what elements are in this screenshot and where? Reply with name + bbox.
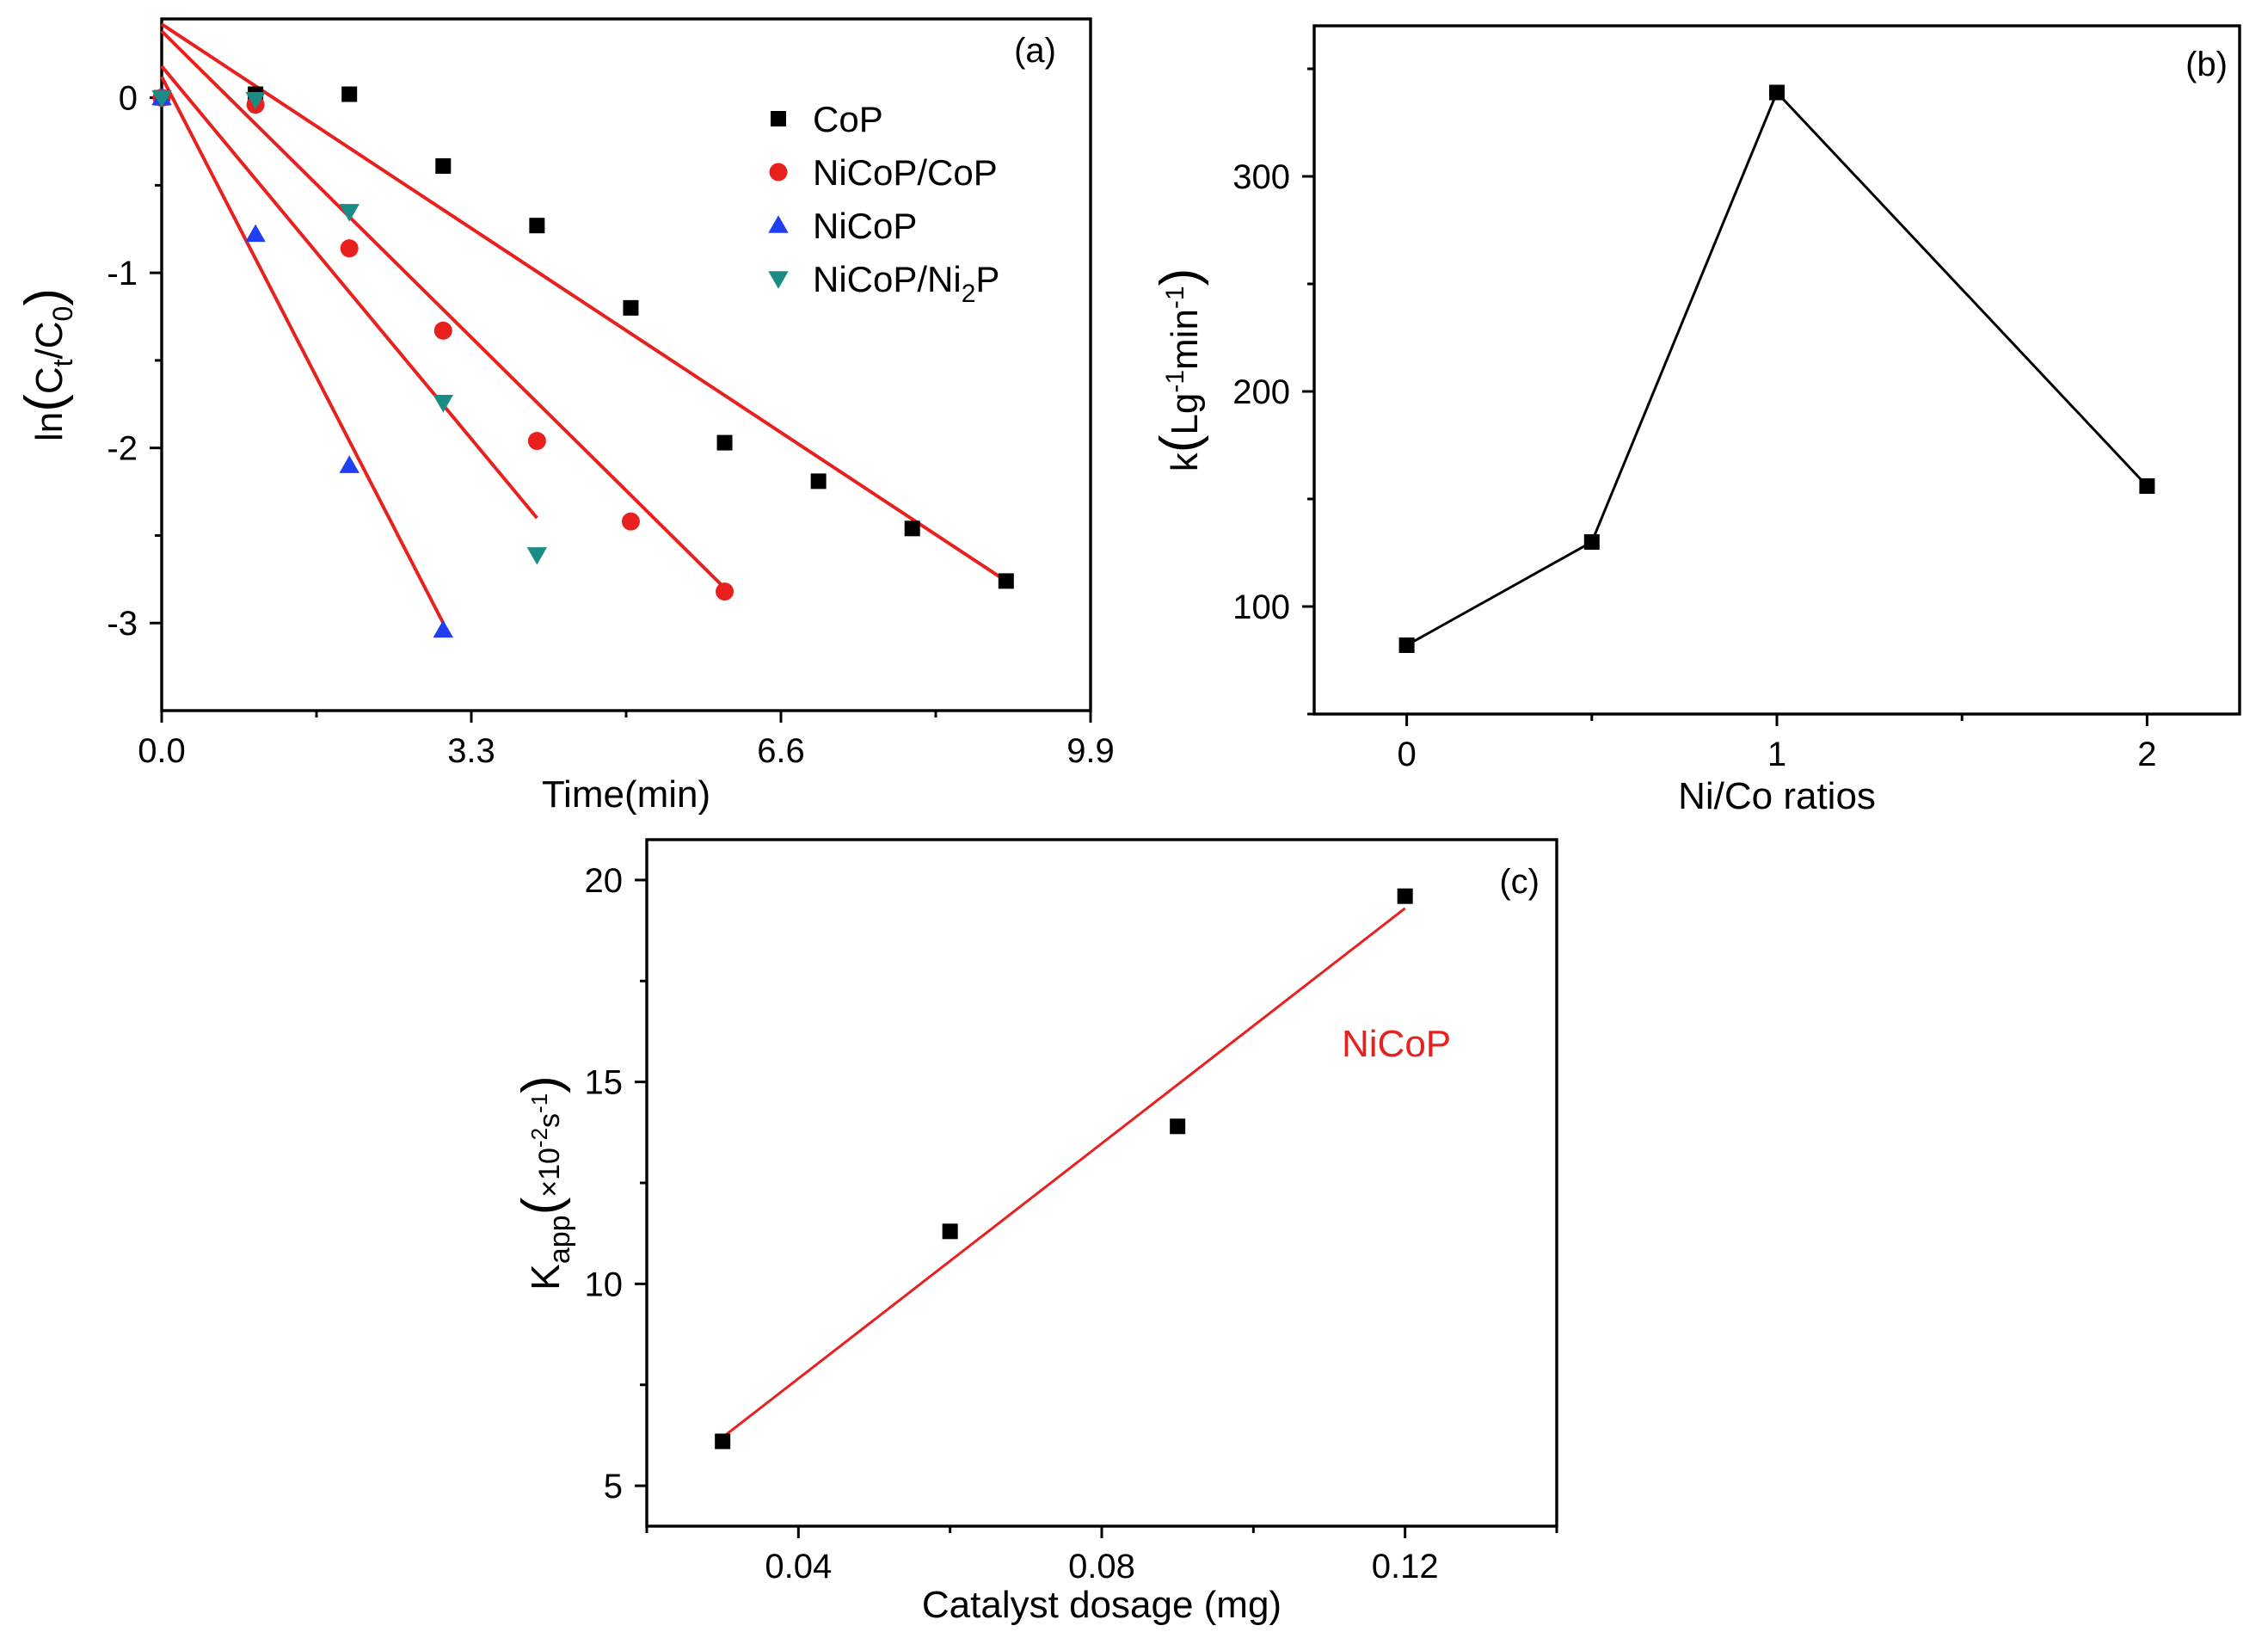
data-point-cop [623,299,639,316]
x-tick-label-b: 0 [1397,736,1416,773]
panel-label-a: (a) [1014,32,1056,70]
data-point-nicop [339,455,360,473]
y-tick-label-b: 200 [1232,373,1290,411]
x-tick-label-c: 0.08 [1068,1548,1135,1586]
plot-frame-a [160,17,1092,712]
chart-panel-c: 0.04 0.08 0.12 5 10 15 20 (c) NiCoP Catalyst dosa… [512,838,1558,1626]
y-tick-label-c: 10 [585,1265,624,1303]
legend-label-cop: CoP [813,99,883,139]
y-tick-label-b: 300 [1232,158,1290,196]
legend-label-nicop: NiCoP [813,206,917,246]
data-point-nicop-ni2p [245,91,266,110]
x-axis-label-c: Catalyst dosage (mg) [922,1584,1282,1626]
data-point-nicop-ni2p [151,89,172,108]
chart-panel-b: 0 1 2 100 200 300 (b) Ni/Co ratios k(Lg-1min-1) [1150,24,2241,817]
x-axis-label-b: Ni/Co ratios [1678,775,1876,817]
fit-line-nicop-ni2p [160,65,538,520]
data-point-k [2139,478,2155,494]
fit-line-nicop-cop [160,29,726,589]
y-axis-label-c: Kapp(×10-2s-1) [512,1075,576,1290]
x-tick-label-a: 6.6 [757,732,805,770]
x-tick-label-b: 2 [2137,736,2156,773]
data-point-cop [341,86,358,102]
y-tick-label-c: 20 [585,862,624,900]
data-point-k [1769,84,1785,101]
data-point-k [1583,534,1600,550]
y-tick-label-c: 5 [604,1468,623,1506]
data-point-nicop [942,1223,958,1240]
y-tick-label-b: 100 [1232,588,1290,626]
data-point-cop [529,218,545,234]
legend-label-nicop-ni2p: NiCoP/Ni2P [813,259,999,308]
data-point-nicop [715,1433,731,1450]
fit-line-nicop [160,76,446,625]
plot-frame-b [1312,24,2241,716]
x-axis-label-a: Time(min) [542,773,710,816]
y-tick-label-a: 0 [119,80,138,118]
data-point-nicop-cop [621,512,640,531]
y-tick-label-a: -1 [107,255,138,292]
y-tick-label-a: -3 [107,605,138,643]
plot-frame-c [645,838,1558,1528]
data-point-nicop-cop [527,432,546,451]
y-tick-label-a: -2 [107,430,138,468]
legend-marker-nicop [768,215,789,233]
data-point-nicop [433,619,453,638]
y-axis-label-b: k(Lg-1min-1) [1150,268,1209,472]
x-tick-label-c: 0.12 [1372,1548,1439,1586]
data-point-nicop [1397,888,1413,904]
series-line-k [1405,89,2148,647]
data-point-cop [435,157,452,174]
panel-label-b: (b) [2185,46,2228,83]
data-point-nicop-ni2p [339,204,360,222]
x-tick-label-a: 0.0 [138,732,186,770]
y-axis-label-a: ln(Ct/C0) [15,288,78,441]
fit-line-cop [160,22,1007,583]
data-point-cop [904,520,920,537]
annotation-nicop: NiCoP [1342,1023,1451,1065]
x-tick-label-a: 9.9 [1066,732,1115,770]
x-tick-label-c: 0.04 [765,1548,832,1586]
data-point-cop [716,434,733,451]
data-point-nicop [245,224,266,243]
data-point-k [1398,637,1415,653]
panel-label-c: (c) [1499,863,1540,901]
x-tick-label-b: 1 [1767,736,1786,773]
data-point-cop [998,573,1014,589]
legend-marker-nicop-cop [769,163,788,182]
data-point-nicop-cop [716,582,734,601]
legend-marker-nicop-ni2p [768,271,789,289]
data-point-nicop-ni2p [433,394,453,413]
data-point-nicop [1170,1118,1186,1135]
data-point-nicop-ni2p [526,547,548,565]
fit-line-nicop [722,907,1406,1438]
chart-panel-a: 0.0 3.3 6.6 9.9 0 -1 -2 -3 (a) CoP NiCoP/CoP NiCoP N… [15,17,1115,816]
x-tick-label-a: 3.3 [447,732,495,770]
legend-marker-cop [771,111,786,126]
y-tick-label-c: 15 [585,1064,624,1102]
legend-label-nicop-cop: NiCoP/CoP [813,152,998,193]
data-point-nicop-cop [340,239,359,258]
data-point-cop [810,473,827,490]
data-point-nicop-cop [433,321,452,340]
